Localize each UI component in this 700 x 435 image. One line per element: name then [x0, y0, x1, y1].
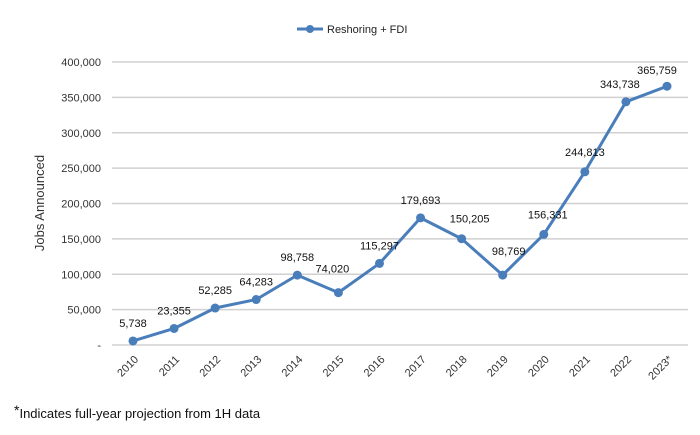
- x-tick-label: 2016: [362, 354, 388, 380]
- data-point: [580, 167, 590, 177]
- data-label: 98,769: [492, 246, 526, 258]
- x-tick-label: 2019: [485, 354, 511, 380]
- data-label: 156,331: [528, 209, 568, 221]
- y-axis-title: Jobs Announced: [32, 155, 47, 251]
- y-tick-label: 200,000: [61, 199, 101, 211]
- x-tick-label: 2020: [526, 354, 552, 380]
- x-tick-label: 2014: [280, 354, 306, 380]
- x-tick-label: 2021: [567, 354, 593, 380]
- data-point: [333, 288, 343, 298]
- series-line-reshoring-fdi: [132, 84, 668, 343]
- data-point: [621, 97, 631, 107]
- data-label: 74,020: [316, 264, 350, 276]
- data-label: 52,285: [198, 285, 232, 297]
- line-chart: - 50,000 100,000 150,000 200,000 250,000 300,0…: [32, 24, 688, 382]
- data-label: 64,283: [239, 277, 273, 289]
- data-point: [457, 234, 467, 244]
- x-tick-label: 2010: [115, 354, 141, 380]
- data-point: [416, 213, 426, 223]
- x-tick-label: 2011: [157, 354, 182, 379]
- legend: Reshoring + FDI: [297, 24, 407, 36]
- y-tick-label: 250,000: [61, 163, 101, 175]
- y-tick-label: 100,000: [61, 269, 101, 281]
- y-tick-label: 50,000: [67, 305, 101, 317]
- footnote-text: Indicates full-year projection from 1H d…: [19, 406, 261, 421]
- data-point: [210, 303, 220, 313]
- data-point: [251, 295, 261, 305]
- y-tick-label: 300,000: [61, 128, 101, 140]
- x-tick-label: 2013: [239, 354, 265, 380]
- data-point: [169, 323, 179, 333]
- data-label: 98,758: [280, 252, 314, 264]
- x-tick-label: 2012: [197, 354, 223, 380]
- x-tick-label: 2015: [321, 354, 347, 380]
- data-label: 23,355: [157, 305, 191, 317]
- data-point: [498, 270, 508, 280]
- data-label: 5,738: [119, 318, 147, 330]
- x-tick-label: 2017: [403, 354, 429, 380]
- x-tick-label: 2022: [608, 354, 634, 380]
- footnote-marker: *: [14, 402, 20, 418]
- data-label: 244,813: [565, 147, 605, 159]
- data-point: [662, 81, 672, 91]
- data-label: 115,297: [360, 240, 399, 252]
- x-tick-label: 2023*: [646, 353, 675, 382]
- data-point: [292, 270, 302, 280]
- data-label: 179,693: [401, 195, 441, 207]
- y-tick-label: 400,000: [61, 57, 101, 69]
- legend-label: Reshoring + FDI: [327, 24, 407, 36]
- data-label: 343,738: [600, 79, 640, 91]
- y-tick-label: -: [97, 340, 101, 352]
- y-tick-label: 350,000: [61, 92, 101, 104]
- footnote: *Indicates full-year projection from 1H …: [14, 402, 260, 421]
- data-point: [128, 336, 138, 346]
- data-point: [374, 258, 384, 268]
- data-label: 150,205: [450, 214, 490, 226]
- x-tick-label: 2018: [444, 354, 470, 380]
- y-tick-label: 150,000: [61, 234, 101, 246]
- legend-marker-icon: [306, 25, 314, 33]
- data-point: [539, 229, 549, 239]
- data-label: 365,759: [637, 65, 677, 77]
